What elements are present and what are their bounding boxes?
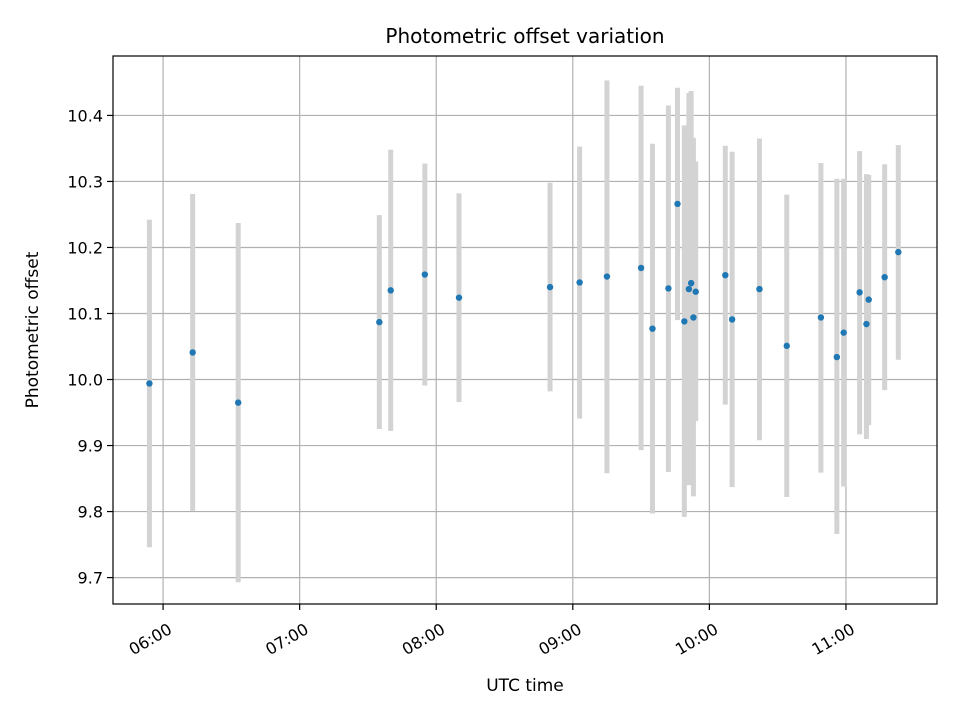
data-point <box>756 285 763 293</box>
y-tick-label: 9.8 <box>78 503 103 522</box>
data-point <box>146 380 153 387</box>
y-tick-label: 10.4 <box>67 106 103 125</box>
data-point <box>387 287 394 294</box>
data-point <box>234 399 242 406</box>
data-point <box>421 271 429 278</box>
chart-title: Photometric offset variation <box>385 24 664 48</box>
error-bars <box>146 80 901 583</box>
x-tick-label: 09:00 <box>535 619 584 659</box>
data-point <box>665 285 672 292</box>
data-point <box>576 279 583 286</box>
data-point <box>649 325 656 332</box>
y-axis-label: Photometric offset <box>23 251 43 408</box>
data-point <box>546 283 554 291</box>
x-tick-label: 06:00 <box>126 619 175 659</box>
data-point <box>603 273 611 280</box>
data-points <box>146 200 902 406</box>
x-axis-ticks: 06:00 07:00 08:00 09:00 10:00 11:00 <box>126 604 858 659</box>
data-point <box>863 320 870 328</box>
x-axis-label: UTC time <box>486 676 564 696</box>
data-point <box>376 318 383 326</box>
data-point <box>687 279 695 287</box>
data-point <box>817 314 825 321</box>
plot-frame <box>112 55 938 605</box>
y-tick-label: 9.7 <box>78 569 103 588</box>
data-point <box>881 273 888 281</box>
data-point <box>455 294 463 301</box>
y-tick-label: 9.9 <box>78 437 103 456</box>
x-tick-label: 08:00 <box>399 619 448 659</box>
data-point <box>722 272 729 279</box>
x-tick-label: 10:00 <box>672 619 721 659</box>
data-point <box>690 314 697 321</box>
y-tick-label: 10.2 <box>67 238 103 257</box>
data-point <box>865 296 872 303</box>
data-point <box>833 353 841 361</box>
data-point <box>637 264 645 272</box>
y-axis-ticks: 9.7 9.8 9.9 10.0 10.1 10.2 10.3 10.4 <box>67 106 113 588</box>
data-point <box>895 248 902 256</box>
data-point <box>674 200 681 208</box>
data-point <box>681 318 688 325</box>
y-tick-label: 10.1 <box>67 304 103 323</box>
data-point <box>840 329 847 336</box>
x-tick-label: 11:00 <box>809 619 858 659</box>
y-tick-label: 10.3 <box>67 172 103 191</box>
data-point <box>189 349 196 356</box>
data-point <box>685 285 693 293</box>
y-tick-label: 10.0 <box>67 371 103 390</box>
data-point <box>692 288 699 295</box>
data-point <box>728 316 736 323</box>
x-tick-label: 07:00 <box>262 619 311 659</box>
data-point <box>856 289 863 296</box>
data-point <box>783 342 790 350</box>
